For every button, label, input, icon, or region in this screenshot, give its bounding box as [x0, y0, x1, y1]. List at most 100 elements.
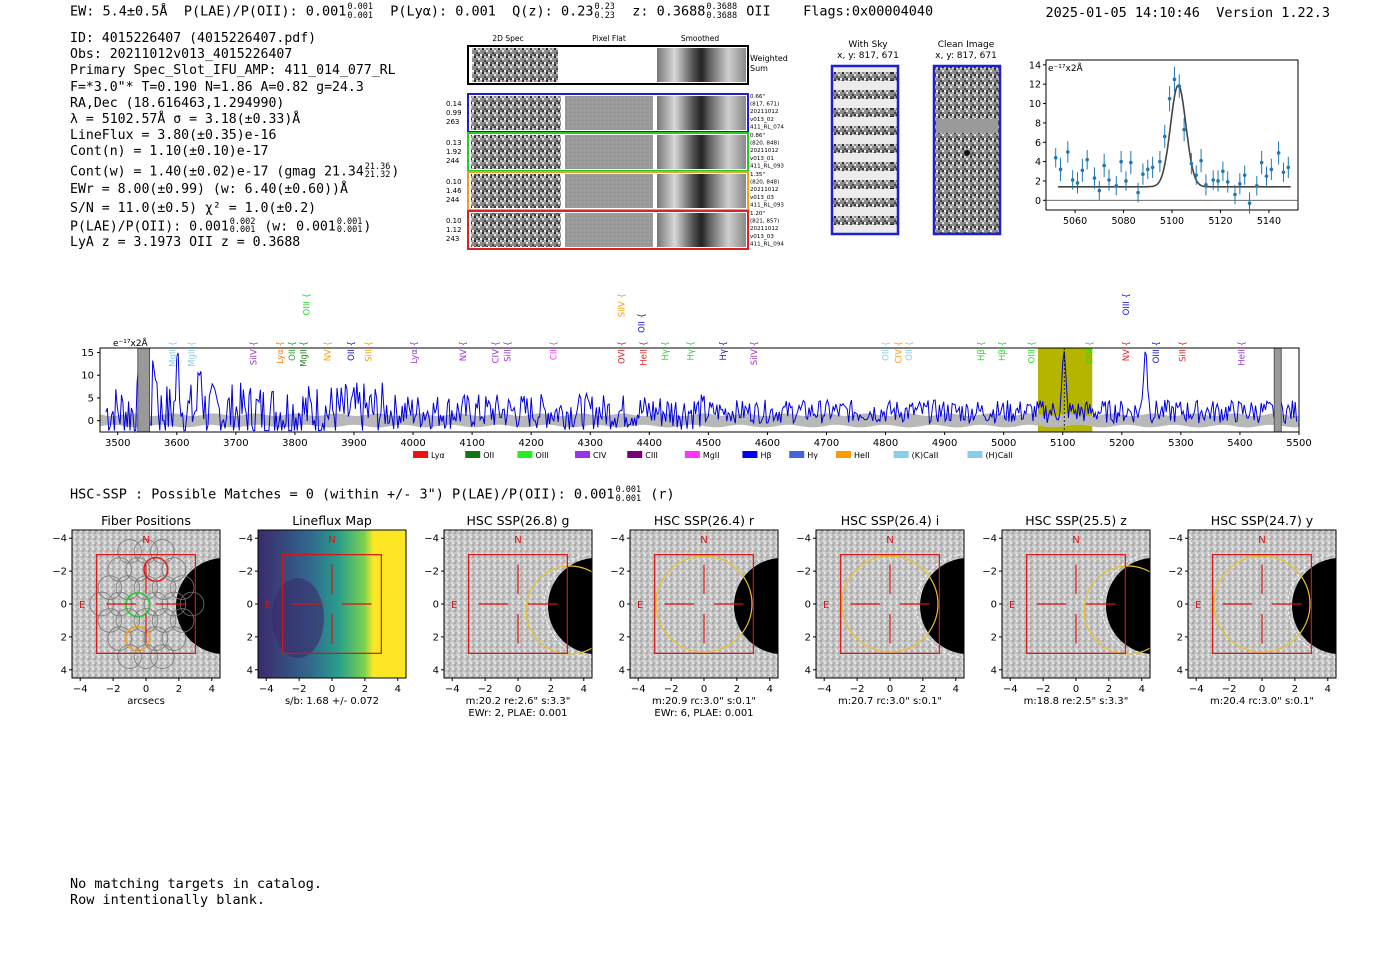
legend-label: Hβ [760, 451, 771, 460]
x-tick-label: −4 [73, 684, 88, 695]
x-tick-label: 0 [329, 684, 335, 695]
fiber-circle [97, 575, 123, 600]
y-tick-label: 0 [1035, 196, 1041, 207]
info-ewr: EWr = 8.00(±0.99) (w: 6.40(±0.60))Å [70, 182, 348, 198]
x-tick-label: 2 [734, 684, 740, 695]
legend-label: CIV [593, 451, 607, 460]
clean-image-coords: x, y: 817, 671 [935, 51, 997, 61]
spectrum-line [105, 349, 1298, 432]
legend-label: CIII [645, 451, 658, 460]
emission-line-label: Hβ { [998, 341, 1008, 361]
image-panel: HSC SSP(24.7) y N E −4 4 −2 2 0 0 2 −2 4 −4 m:20.4 rc… [1168, 513, 1337, 707]
data-point [1114, 184, 1119, 188]
x-tick-label: 2 [548, 684, 554, 695]
search-box [1212, 554, 1312, 654]
cutout-row-stat: 0.99 [446, 109, 462, 117]
legend-swatch [575, 451, 591, 458]
x-tick-label: 4200 [518, 438, 543, 449]
header-qz: Q(z): 0.23 [512, 3, 594, 20]
emission-line-label: OIII { [1122, 293, 1132, 315]
panel-caption: EWr: 6, PLAE: 0.001 [654, 708, 753, 719]
data-point [1225, 180, 1230, 184]
y-tick-label: −4 [982, 534, 997, 545]
cutout-smoothed [657, 135, 746, 169]
east-label: E [637, 600, 643, 611]
emission-line-label: MgII { [300, 341, 310, 367]
fiber-circle [150, 539, 175, 564]
cutout-row-stat: 1.92 [446, 148, 462, 156]
fiber-circle [150, 644, 175, 669]
imaging-panels: Fiber Positions N E −4 4 −2 2 0 0 2 −2 4 −4 arcsecs Li… [52, 513, 1337, 719]
legend-label: OII [483, 451, 494, 460]
x-tick-label: 4400 [637, 438, 662, 449]
info-id: ID: 4015226407 (4015226407.pdf) [70, 31, 317, 46]
y-tick-label: 10 [81, 371, 94, 382]
x-tick-label: 3700 [223, 438, 248, 449]
image-panel: Fiber Positions N E −4 4 −2 2 0 0 2 −2 4 −4 arcsecs [52, 513, 221, 707]
bright-neighbor [548, 558, 592, 654]
east-label: E [265, 600, 271, 611]
east-label: E [1195, 600, 1201, 611]
legend-swatch [836, 451, 852, 458]
y-tick-label: 15 [81, 348, 94, 359]
with-sky-image [830, 64, 900, 236]
info-sn: S/N = 11.0(±0.5) χ² = 1.0(±0.2) [70, 200, 317, 216]
cutout-row-stat: 0.13 [446, 139, 462, 147]
north-label: N [700, 535, 707, 546]
search-box [840, 554, 940, 654]
data-point [1276, 151, 1281, 155]
aperture-circle [841, 555, 939, 653]
y-tick-label: −4 [52, 534, 67, 545]
emission-line-label: OIII { [303, 293, 313, 315]
y-tick-label: −2 [238, 567, 253, 578]
cutout-row-stat: 263 [446, 118, 459, 126]
x-tick-label: −4 [445, 684, 460, 695]
data-point [1150, 165, 1155, 170]
x-tick-label: 0 [515, 684, 521, 695]
info-contn: Cont(n) = 1.10(±0.10)e-17 [70, 144, 269, 160]
panel-caption: m:20.7 rc:3.0" s:0.1" [838, 696, 942, 707]
x-tick-label: 2 [176, 684, 182, 695]
x-tick-label: −2 [106, 684, 121, 695]
panel-title: HSC SSP(25.5) z [1025, 513, 1127, 528]
x-tick-label: −2 [478, 684, 493, 695]
x-tick-label: 0 [701, 684, 707, 695]
fiber-circle [169, 575, 195, 600]
panel-caption: m:18.8 re:2.5" s:3.3" [1024, 696, 1129, 707]
emission-line-label: HeII { [639, 341, 649, 366]
y-tick-label: 2 [433, 632, 439, 643]
fiber-circle [161, 626, 187, 651]
emission-line-label: NV { [459, 341, 469, 361]
east-label: E [451, 600, 457, 611]
sky-images: With Sky x, y: 817, 671 Clean Image x, y… [830, 40, 1002, 236]
emission-line-label: OII { [347, 341, 357, 361]
y-tick-label: −2 [982, 567, 997, 578]
x-tick-label: 5400 [1227, 438, 1252, 449]
y-tick-label: 0 [88, 416, 94, 427]
data-point [1281, 170, 1286, 175]
x-tick-label: −2 [664, 684, 679, 695]
y-tick-label: 2 [619, 632, 625, 643]
x-tick-label: 3900 [341, 438, 366, 449]
x-tick-label: 2 [362, 684, 368, 695]
x-tick-label: 4 [581, 684, 587, 695]
cutout-row-meta: 1.35" [750, 172, 765, 178]
hsc-summary: HSC-SSP : Possible Matches = 0 (within +… [70, 485, 675, 504]
east-label: E [1009, 600, 1015, 611]
fiber-circle [125, 625, 151, 652]
search-box [96, 554, 196, 654]
legend-label: Lyα [431, 451, 445, 460]
x-tick-label: 5300 [1168, 438, 1193, 449]
emission-line-label: OII { [288, 341, 298, 361]
data-point [1066, 150, 1070, 154]
aperture-circle [525, 565, 592, 655]
data-point [1233, 192, 1237, 197]
masked-region [1273, 347, 1282, 433]
data-point [1177, 84, 1182, 88]
legend-swatch [413, 451, 429, 458]
y-tick-label: 4 [805, 665, 811, 676]
cutout-row-stat: 1.46 [446, 187, 462, 195]
data-point [1216, 179, 1220, 183]
panel-title: HSC SSP(26.8) g [467, 513, 570, 528]
info-contw: Cont(w) = 1.40(±0.02)e-17 (gmag 21.34 21.… [70, 161, 400, 181]
